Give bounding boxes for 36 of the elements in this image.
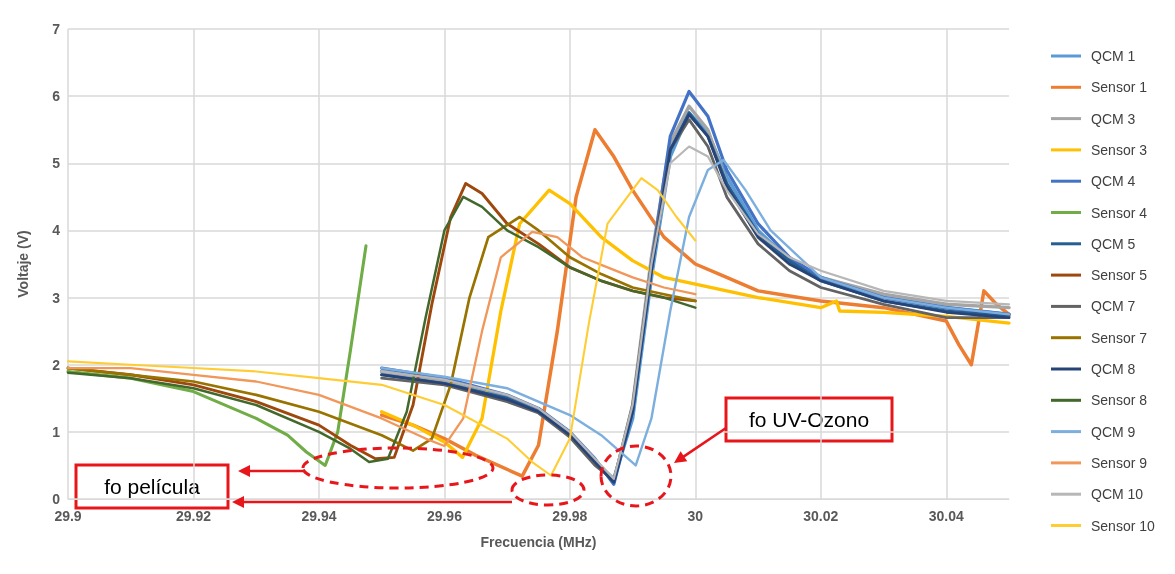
x-tick-label: 30 (687, 508, 704, 524)
x-tick-label: 29.9 (54, 508, 82, 524)
legend-label: Sensor 1 (1091, 79, 1148, 96)
x-tick-label: 30.02 (803, 508, 839, 524)
annotation: fo película (104, 475, 201, 498)
legend-label: Sensor 5 (1091, 267, 1148, 284)
y-tick-label: 0 (52, 491, 61, 507)
legend-label: Sensor 7 (1091, 329, 1148, 346)
legend-label: QCM 7 (1091, 298, 1136, 315)
legend-label: QCM 8 (1091, 361, 1136, 377)
y-tick-label: 4 (52, 222, 61, 239)
legend-label: QCM 9 (1091, 423, 1136, 440)
legend-label: QCM 4 (1091, 173, 1136, 190)
x-tick-label: 29.98 (552, 508, 588, 524)
y-tick-label: 1 (52, 423, 61, 440)
legend-label: Sensor 10 (1091, 517, 1156, 534)
x-tick-label: 29.94 (301, 508, 337, 524)
x-tick-label: 29.92 (175, 508, 212, 524)
x-tick-label: 29.96 (426, 508, 463, 524)
y-tick-label: 7 (52, 21, 61, 37)
x-tick-label: 30.04 (928, 508, 964, 524)
legend-label: Sensor 4 (1091, 204, 1148, 221)
y-tick-label: 6 (52, 88, 61, 105)
legend-label: QCM 1 (1091, 48, 1136, 64)
annotation: fo UV-Ozono (748, 408, 870, 431)
y-tick-label: 3 (52, 289, 61, 306)
legend-label: QCM 3 (1091, 110, 1136, 127)
legend-label: Sensor 3 (1091, 141, 1148, 158)
legend-label: QCM 10 (1091, 486, 1144, 503)
legend-label: Sensor 8 (1091, 392, 1148, 409)
x-axis-title: Frecuencia (MHz) (480, 534, 597, 550)
y-axis-title: Voltaje (V) (15, 230, 31, 298)
legend-label: QCM 5 (1091, 235, 1136, 252)
legend-label: Sensor 9 (1091, 454, 1148, 471)
y-tick-label: 2 (52, 356, 61, 373)
y-tick-label: 5 (52, 155, 61, 172)
